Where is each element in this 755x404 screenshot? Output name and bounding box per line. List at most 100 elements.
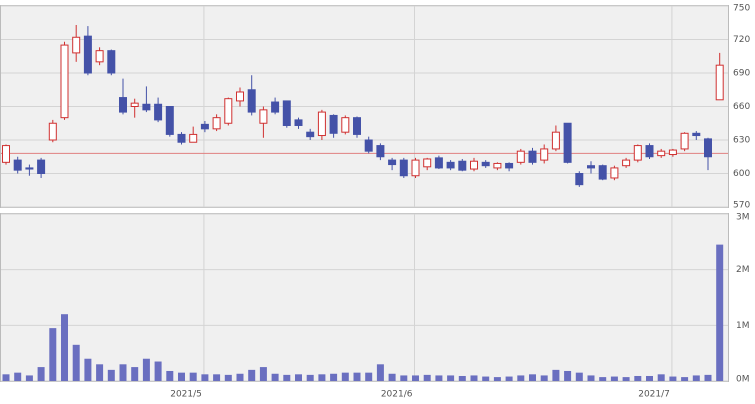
volume-bar <box>330 373 338 381</box>
volume-bar <box>423 374 431 381</box>
volume-bar <box>49 328 57 381</box>
volume-bar <box>646 375 653 381</box>
candle-body <box>353 117 361 135</box>
candle-body <box>2 145 10 163</box>
candle-body <box>95 50 104 63</box>
candle-body <box>259 109 268 124</box>
volume-bar <box>259 367 267 381</box>
candle-body <box>622 159 631 167</box>
candle-body <box>704 138 712 158</box>
candle-body <box>423 158 432 168</box>
volume-bar <box>154 361 162 381</box>
candle-body <box>83 35 92 74</box>
volume-bar <box>271 373 279 381</box>
volume-bar <box>61 314 68 381</box>
candle-body <box>470 160 478 170</box>
y-tick-label: 1M <box>736 321 750 331</box>
volume-bar <box>692 375 700 381</box>
candle-body <box>329 114 338 134</box>
candle-body <box>563 122 572 163</box>
volume-bar <box>435 375 443 381</box>
candle-body <box>657 150 666 157</box>
volume-bar <box>587 375 595 381</box>
volume-bar <box>341 372 349 381</box>
candle-body <box>645 145 654 158</box>
volume-bar <box>447 375 455 381</box>
volume-bar <box>295 374 302 381</box>
x-tick-label: 2021/5 <box>170 390 202 400</box>
candle-body <box>165 106 174 135</box>
volume-bar <box>517 375 525 381</box>
y-tick-label: 3M <box>736 213 750 223</box>
y-tick-label: 600 <box>733 169 750 179</box>
volume-bar <box>178 372 185 381</box>
volume-bar <box>610 376 618 381</box>
y-tick-label: 0M <box>736 375 750 385</box>
volume-bar <box>25 375 33 381</box>
candle-body <box>306 131 315 138</box>
candle-body <box>282 100 291 126</box>
y-tick-label: 630 <box>733 136 750 146</box>
volume-bar <box>599 377 607 381</box>
volume-bar <box>552 369 560 381</box>
volume-bar <box>540 375 548 381</box>
candle-body <box>341 117 350 133</box>
volume-bar <box>201 374 209 381</box>
volume-bar <box>96 364 104 381</box>
candle-body <box>200 123 209 130</box>
volume-bar <box>365 372 373 381</box>
candle-body <box>37 159 46 175</box>
volume-bar <box>376 364 384 381</box>
volume-bar <box>716 244 724 381</box>
volume-bar <box>306 374 314 381</box>
candle-body <box>130 102 139 108</box>
volume-bar <box>529 374 536 381</box>
volume-bar <box>131 367 139 381</box>
volume-bar <box>283 374 291 381</box>
candle-body <box>142 103 151 111</box>
x-tick-label: 2021/6 <box>381 390 413 400</box>
volume-bar <box>493 377 501 381</box>
volume-bar <box>400 375 408 381</box>
volume-bar <box>564 370 572 381</box>
y-tick-label: 570 <box>733 201 750 211</box>
candle-body <box>668 149 677 156</box>
candle-body <box>119 97 127 113</box>
candle-body <box>154 103 163 121</box>
candle-body <box>236 91 244 102</box>
volume-bar <box>669 376 677 381</box>
volume-bar <box>575 372 583 381</box>
candle-body <box>399 159 408 177</box>
candle-body <box>528 150 537 163</box>
candle-body <box>13 159 22 171</box>
volume-bar <box>248 369 256 381</box>
candle-body <box>505 162 514 169</box>
candle-body <box>177 133 186 143</box>
candle-body <box>60 44 69 119</box>
volume-bar <box>318 374 326 381</box>
candle-body <box>72 36 81 54</box>
candle-body <box>598 165 607 180</box>
candle-body <box>247 89 256 113</box>
volume-bar <box>704 374 712 381</box>
candle-body <box>388 159 397 166</box>
candle-body <box>551 131 560 150</box>
y-tick-label: 2M <box>736 265 750 275</box>
volume-panel <box>0 213 729 382</box>
candle-body <box>481 161 490 167</box>
volume-bar <box>388 373 396 381</box>
volume-bar <box>622 377 630 381</box>
volume-bar <box>657 374 665 381</box>
candle-body <box>715 64 724 101</box>
candle-body <box>610 167 619 179</box>
candle-body <box>317 111 326 137</box>
volume-bar <box>189 372 197 381</box>
volume-bar <box>72 344 80 381</box>
volume-bar <box>213 374 221 381</box>
volume-bar <box>2 374 10 381</box>
candle-body <box>540 148 549 161</box>
candle-body <box>575 173 584 186</box>
candle-body <box>107 50 116 74</box>
candle-body <box>692 132 701 137</box>
